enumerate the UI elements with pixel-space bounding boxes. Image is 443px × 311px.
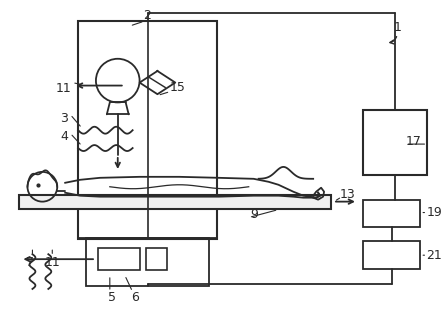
Bar — [363, 110, 427, 175]
Text: 9: 9 — [251, 208, 259, 221]
Bar — [86, 238, 209, 286]
Bar — [19, 195, 331, 209]
Text: 4: 4 — [60, 130, 68, 143]
Bar — [363, 200, 420, 227]
Bar — [78, 21, 217, 239]
Text: 15: 15 — [169, 81, 185, 94]
Bar — [146, 248, 167, 270]
Text: 7: 7 — [27, 256, 35, 269]
Bar — [98, 248, 140, 270]
Bar — [78, 209, 217, 238]
Text: 13: 13 — [340, 188, 356, 201]
Bar — [363, 241, 420, 269]
Text: 3: 3 — [60, 112, 68, 125]
Text: 21: 21 — [426, 249, 442, 262]
Text: 11: 11 — [44, 256, 60, 269]
Text: 19: 19 — [426, 206, 442, 219]
Text: 2: 2 — [144, 9, 152, 22]
Text: 11: 11 — [55, 82, 71, 95]
Text: 1: 1 — [393, 21, 401, 34]
Text: 5: 5 — [108, 291, 116, 304]
Text: 6: 6 — [131, 291, 139, 304]
Text: 17: 17 — [405, 135, 421, 148]
